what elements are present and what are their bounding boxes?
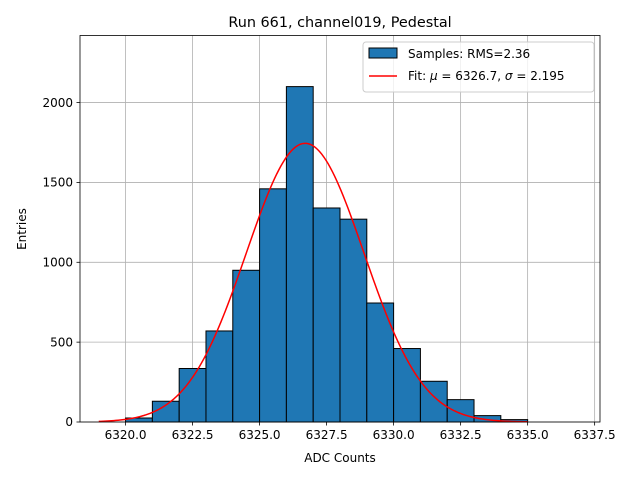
legend-fit-separator: , (497, 69, 505, 83)
histogram-bar (232, 269, 261, 423)
legend-histogram-swatch (368, 47, 398, 59)
histogram-bar (312, 207, 341, 423)
legend-fit-sigma-value: 2.195 (530, 69, 564, 83)
histogram-bar (339, 218, 368, 423)
y-tick-label: 2000 (42, 96, 73, 110)
x-axis-label: ADC Counts (304, 451, 376, 465)
x-tick-label: 6335.0 (507, 428, 549, 442)
y-axis-ticks: 0 500 1000 1500 2000 (42, 96, 80, 429)
legend-fit-prefix: Fit: (408, 69, 430, 83)
legend-fit-equals-2: = (513, 69, 531, 83)
legend: Samples: RMS=2.36 Fit: μ = 6326.7, σ = 2… (362, 41, 595, 93)
chart-title: Run 661, channel019, Pedestal (228, 15, 451, 31)
legend-fit-mu-symbol: μ (429, 69, 438, 83)
histogram-bar (259, 188, 287, 423)
histogram-bar (285, 86, 314, 423)
legend-histogram-label: Samples: RMS=2.36 (408, 47, 530, 61)
legend-fit-mu-value: 6326.7 (455, 69, 497, 83)
x-tick-label: 6337.5 (574, 428, 616, 442)
legend-fit-equals-1: = (438, 69, 456, 83)
y-tick-label: 500 (50, 335, 73, 349)
legend-box (362, 41, 595, 93)
histogram-bar (446, 399, 475, 423)
x-tick-label: 6332.5 (440, 428, 482, 442)
y-tick-label: 1500 (42, 176, 73, 190)
histogram-bar (205, 330, 234, 423)
x-axis-ticks: 6320.0 6322.5 6325.0 6327.5 6330.0 6332.5 6335… (105, 422, 616, 442)
y-axis-label: Entries (15, 208, 29, 250)
x-tick-label: 6322.5 (172, 428, 214, 442)
x-tick-label: 6327.5 (306, 428, 348, 442)
legend-fit-label: Fit: μ = 6326.7, σ = 2.195 (408, 69, 565, 83)
x-tick-label: 6320.0 (105, 428, 147, 442)
y-tick-label: 0 (65, 415, 73, 429)
y-tick-label: 1000 (42, 255, 73, 269)
x-tick-label: 6330.0 (373, 428, 415, 442)
legend-fit-sigma-symbol: σ (505, 69, 513, 83)
x-tick-label: 6325.0 (239, 428, 281, 442)
plot-frame (79, 35, 601, 423)
gaussian-fit-curve (98, 142, 528, 423)
